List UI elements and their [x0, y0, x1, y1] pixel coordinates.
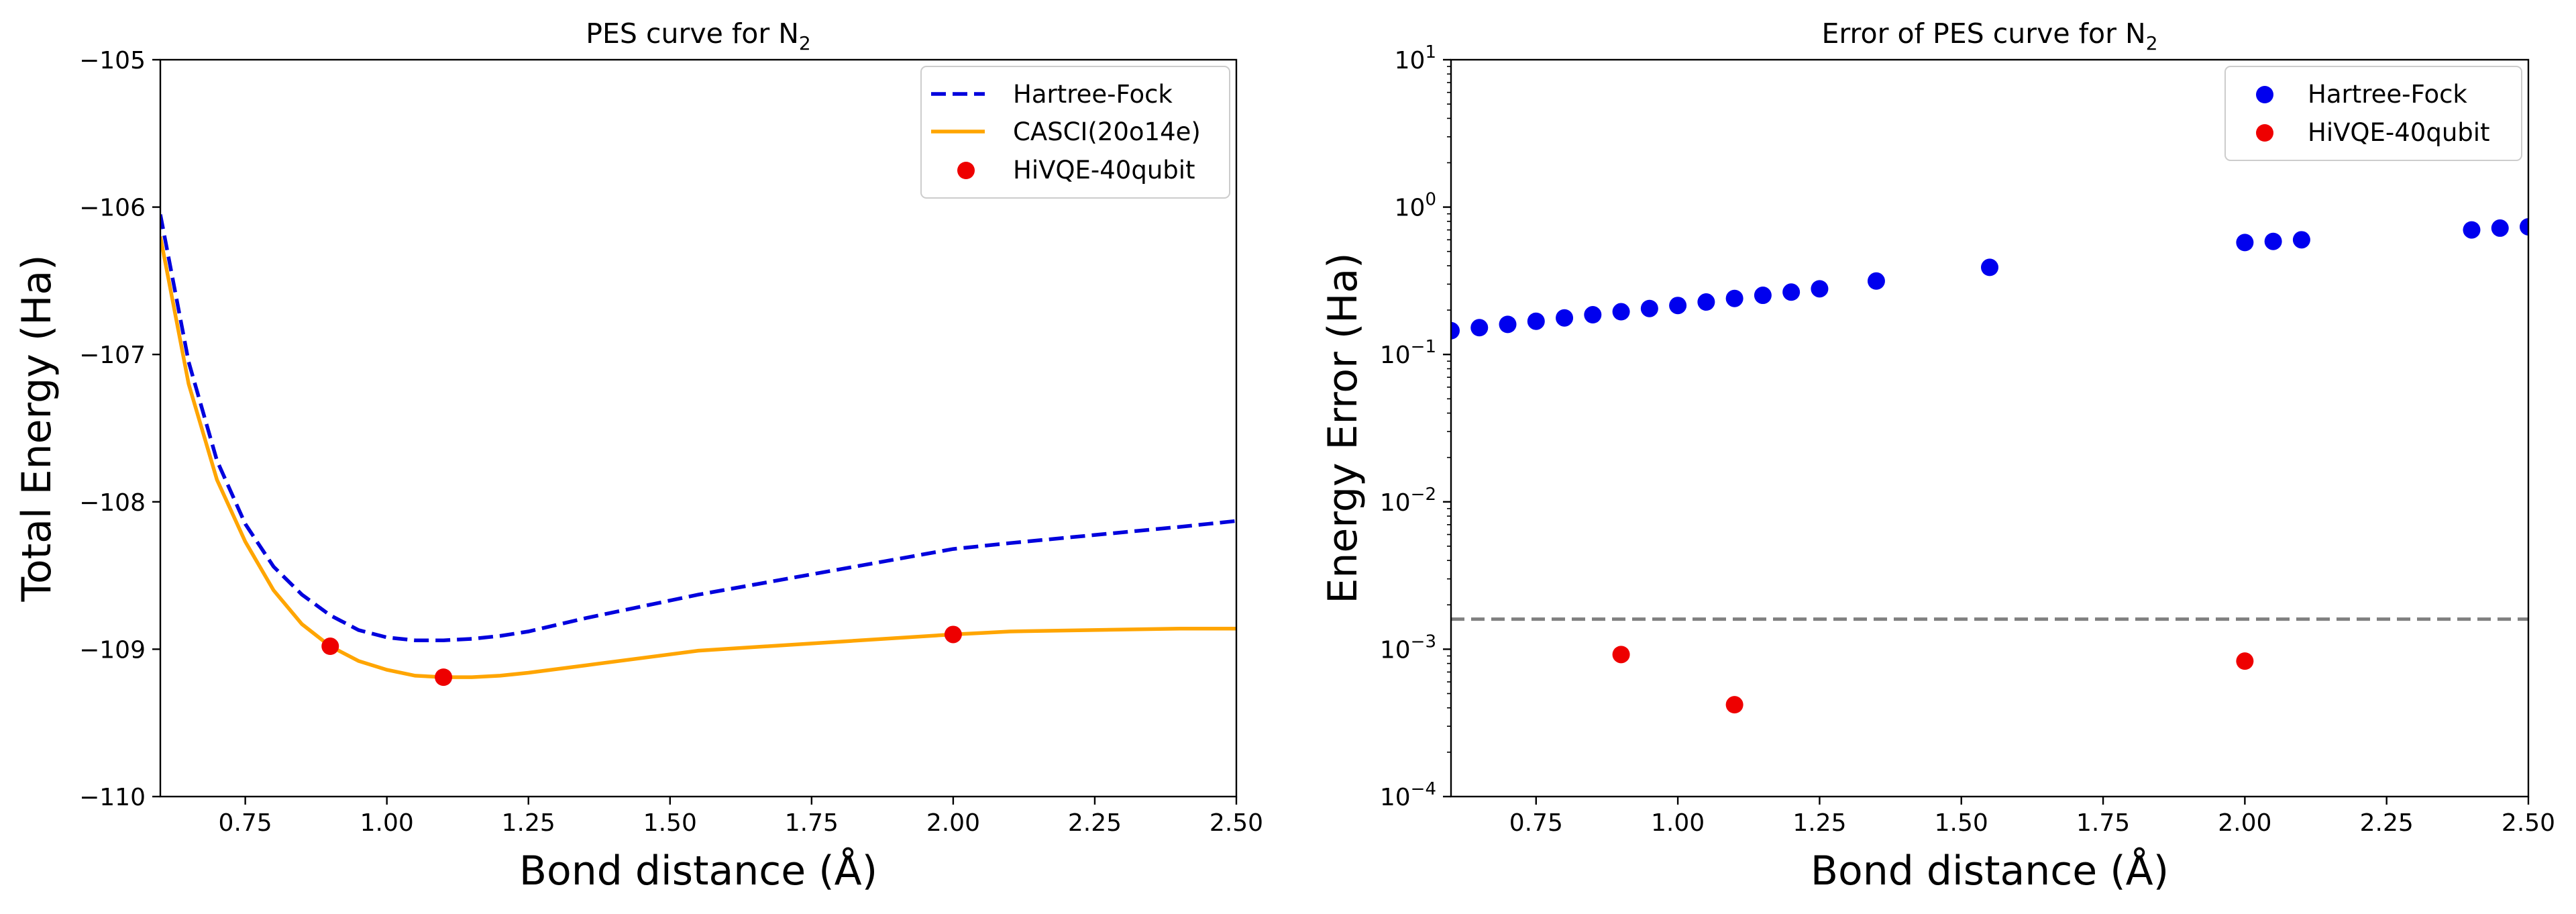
error-x-tick-label: 1.00 — [1651, 809, 1705, 837]
error-x-tick-label: 2.25 — [2360, 809, 2414, 837]
pes-y-tick-label: −110 — [79, 784, 146, 811]
error-hartree-fock-point — [1697, 293, 1715, 311]
error-x-tick-label: 2.50 — [2502, 809, 2555, 837]
error-hartree-fock-point — [1669, 297, 1687, 315]
pes-hivqe-point — [944, 625, 962, 644]
error-title: Error of PES curve for N2 — [1821, 17, 2157, 54]
error-hartree-fock-point — [1556, 309, 1574, 327]
pes-hivqe-point — [321, 638, 339, 656]
error-x-tick-label: 2.00 — [2218, 809, 2271, 837]
pes-legend-hivqe-swatch — [957, 162, 975, 179]
pes-legend-casci-label: CASCI(20o14e) — [1013, 117, 1201, 146]
pes-plot-frame — [159, 58, 1238, 798]
error-y-tick-label: 101 — [1395, 42, 1436, 74]
error-x-axis: 0.75 1.00 1.25 1.50 1.75 2.00 2.25 2.50 — [1509, 797, 2555, 837]
error-hartree-fock-point — [1451, 321, 1460, 340]
pes-y-tick-label: −109 — [79, 636, 146, 664]
pes-casci-line — [160, 236, 1236, 679]
pes-x-axis: 0.75 1.00 1.25 1.50 1.75 2.00 2.25 2.50 — [219, 797, 1263, 837]
pes-y-axis: −110 −109 −108 −107 −106 −105 — [79, 47, 160, 811]
error-y-tick-label: 100 — [1395, 190, 1436, 222]
error-legend: Hartree-Fock HiVQE-40qubit — [2224, 66, 2522, 161]
error-legend-hivqe-swatch — [2256, 124, 2273, 142]
error-hartree-fock-point — [1499, 315, 1517, 334]
error-x-axis-label: Bond distance (Å) — [1811, 847, 2169, 895]
pes-legend-box — [920, 66, 1230, 199]
pes-legend: Hartree-Fock CASCI(20o14e) HiVQE-40qubit — [920, 66, 1230, 199]
error-legend-hivqe-label: HiVQE-40qubit — [2308, 118, 2490, 147]
error-hartree-fock-point — [2264, 232, 2282, 250]
error-x-tick-label: 0.75 — [1509, 809, 1563, 837]
pes-x-tick-label: 1.00 — [360, 809, 414, 837]
pes-x-tick-label: 2.25 — [1068, 809, 1122, 837]
error-hivqe-point — [1725, 696, 1743, 714]
error-y-tick-label: 10−3 — [1380, 631, 1436, 664]
pes-x-tick-label: 1.50 — [643, 809, 697, 837]
error-hivqe-point — [2236, 652, 2254, 670]
pes-chart: PES curve for N2 0.75 1.00 1.25 1.50 1.75 2.0… — [13, 17, 1263, 895]
pes-legend-hartree-fock-label: Hartree-Fock — [1013, 80, 1173, 109]
error-chart: Error of PES curve for N2 0.75 1.00 1.25 1.… — [1320, 17, 2555, 895]
pes-y-axis-label: Total Energy (Ha) — [13, 254, 60, 602]
error-y-axis-label: Energy Error (Ha) — [1320, 252, 1366, 603]
pes-legend-hivqe-label: HiVQE-40qubit — [1013, 156, 1195, 185]
error-y-tick-label: 10−4 — [1380, 779, 1436, 811]
pes-x-tick-label: 1.75 — [785, 809, 839, 837]
error-hartree-fock-point — [1470, 319, 1489, 337]
pes-y-tick-label: −105 — [79, 47, 146, 74]
error-x-tick-label: 1.50 — [1935, 809, 1988, 837]
error-plot-frame — [1450, 58, 2530, 798]
error-hivqe-point — [1612, 646, 1630, 664]
pes-x-axis-label: Bond distance (Å) — [519, 847, 877, 895]
error-hartree-fock-point — [1981, 258, 1998, 276]
error-hartree-fock-point — [2520, 217, 2528, 236]
error-hartree-fock-point — [1612, 303, 1630, 321]
pes-x-tick-label: 2.50 — [1210, 809, 1263, 837]
error-x-tick-label: 1.25 — [1792, 809, 1846, 837]
error-y-axis: 10−4 10−3 10−2 10−1 100 101 — [1380, 42, 1451, 811]
error-x-tick-label: 1.75 — [2076, 809, 2130, 837]
error-hartree-fock-point — [2491, 219, 2509, 237]
pes-title: PES curve for N2 — [586, 17, 811, 54]
error-hartree-fock-point — [2463, 221, 2481, 239]
error-hartree-fock-point — [2292, 231, 2310, 249]
error-hartree-fock-point — [1725, 289, 1743, 307]
error-legend-hartree-fock-label: Hartree-Fock — [2308, 80, 2467, 109]
error-hartree-fock-point — [1754, 287, 1772, 305]
error-hartree-fock-point — [2236, 234, 2254, 252]
pes-x-tick-label: 2.00 — [926, 809, 980, 837]
pes-x-tick-label: 0.75 — [219, 809, 272, 837]
error-hartree-fock-point — [1811, 280, 1829, 298]
error-hartree-fock-point — [1640, 299, 1658, 317]
pes-x-tick-label: 1.25 — [502, 809, 555, 837]
error-hartree-fock-point — [1867, 272, 1885, 290]
pes-y-tick-label: −108 — [79, 489, 146, 517]
error-legend-hartree-fock-swatch — [2256, 86, 2273, 103]
pes-hartree-fock-line — [160, 214, 1236, 642]
error-y-tick-label: 10−1 — [1380, 337, 1436, 369]
error-hartree-fock-point — [1782, 283, 1801, 301]
error-hartree-fock-point — [1527, 312, 1545, 330]
error-y-tick-label: 10−2 — [1380, 485, 1436, 517]
error-hartree-fock-point — [1584, 306, 1602, 324]
pes-hivqe-point — [435, 668, 453, 687]
error-legend-box — [2224, 66, 2522, 161]
pes-y-tick-label: −107 — [79, 342, 146, 369]
pes-y-tick-label: −106 — [79, 195, 146, 222]
